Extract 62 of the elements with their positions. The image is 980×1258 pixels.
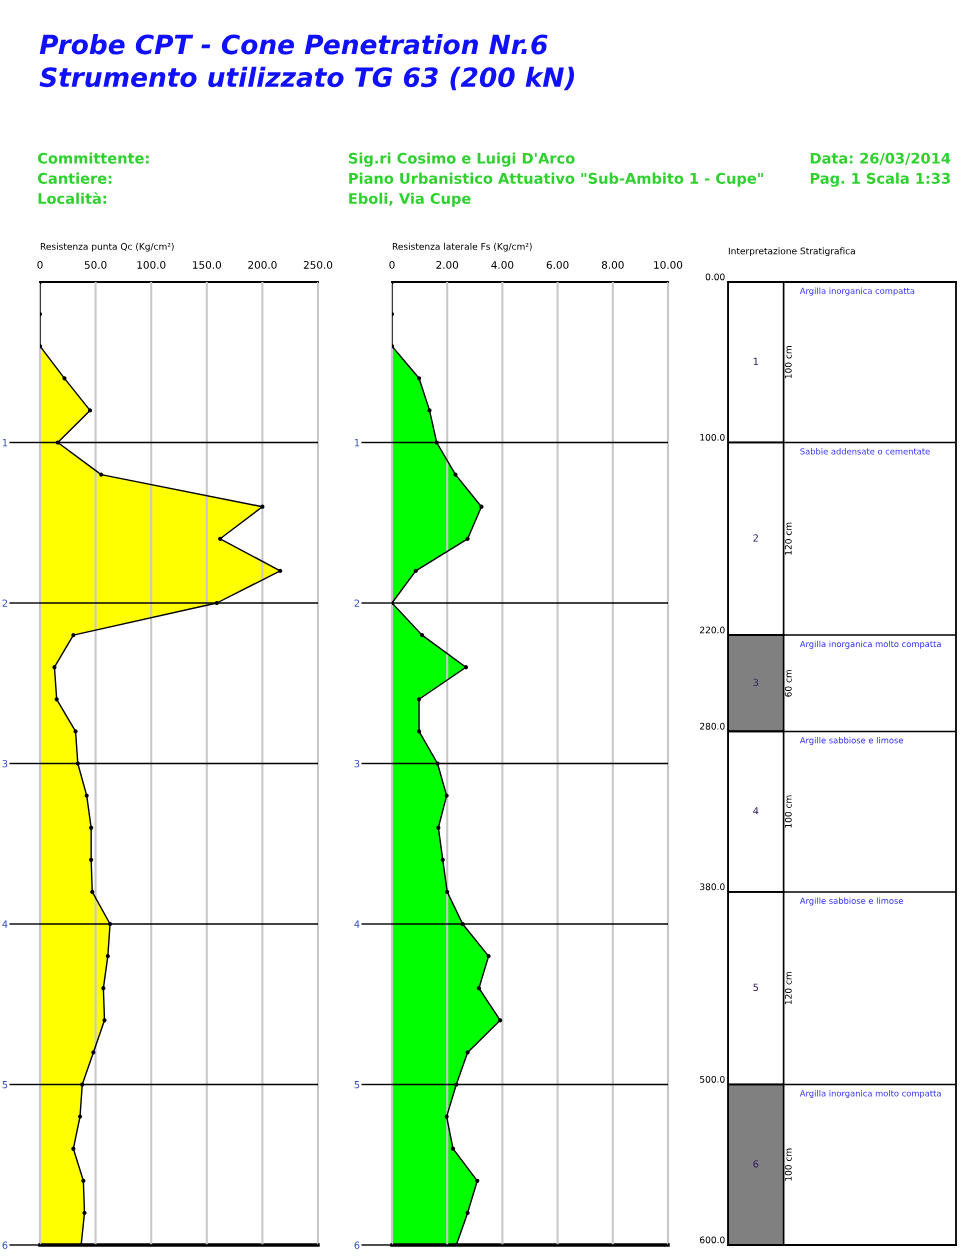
series-label: 4 [753, 807, 759, 815]
y-tick-label: 3 [2, 759, 8, 768]
data-label: 60 cm [784, 669, 792, 697]
text: Località: [38, 192, 107, 204]
text: Piano Urbanistico Attuativo "Sub-Ambito 1 - Cupe" [349, 172, 763, 187]
series-label: 1 [753, 357, 758, 365]
x-tick-label: 10.00 [654, 260, 683, 269]
chart-title: Interpretazione Stratigrafica [728, 247, 855, 257]
y-tick-label: 220.0 [700, 626, 725, 634]
x-tick-label: 4.00 [491, 260, 514, 269]
x-tick-label: 0 [389, 260, 395, 269]
text: Argille sabbiose e limose [799, 736, 904, 746]
series-label: 6 [753, 1160, 759, 1168]
series-label: 2 [753, 534, 758, 542]
text: Argilla inorganica compatta [799, 287, 915, 296]
text: Eboli, Via Cupe [349, 192, 471, 207]
text: Sabbie addensate o cementate [800, 448, 930, 455]
data-label: 120 cm [784, 522, 792, 555]
data-label: 100 cm [784, 346, 792, 379]
y-tick-label: 2 [2, 599, 8, 607]
x-tick-label: 2.00 [436, 260, 459, 269]
x-tick-label: 8.00 [601, 260, 624, 269]
y-tick-label: 4 [354, 920, 360, 928]
y-tick-label: 500.0 [700, 1075, 725, 1083]
chart-subtitle: Strumento utilizzato TG 63 (200 kN) [39, 66, 575, 91]
text: Data: 26/03/2014 [810, 152, 951, 165]
y-tick-label: 6 [354, 1241, 360, 1249]
y-tick-label: 2 [354, 599, 360, 607]
x-axis-title: Resistenza laterale Fs (Kg/cm²) [392, 242, 532, 252]
x-tick-label: 100.0 [137, 260, 166, 269]
y-tick-label: 5 [354, 1081, 360, 1089]
data-label: 120 cm [784, 972, 792, 1005]
text: Cantiere: [37, 172, 112, 184]
y-tick-label: 280.0 [700, 722, 725, 730]
y-tick-label: 6 [2, 1241, 8, 1249]
chart-title: Probe CPT - Cone Penetration Nr.6 [39, 34, 548, 55]
y-tick-label: 600.0 [700, 1236, 725, 1244]
series-label: 3 [753, 678, 759, 687]
y-tick-label: 380.0 [700, 883, 725, 891]
x-tick-label: 6.00 [546, 260, 569, 269]
data-label: 100 cm [784, 1148, 792, 1181]
text: Pag. 1 Scala 1:33 [810, 172, 950, 187]
y-tick-label: 3 [354, 759, 360, 768]
y-tick-label: 1 [2, 439, 8, 447]
x-tick-label: 50.0 [84, 260, 107, 269]
x-tick-label: 250.0 [303, 260, 333, 269]
y-tick-label: 100.0 [700, 433, 725, 441]
y-tick-label: 5 [2, 1081, 8, 1089]
data-label: 100 cm [784, 795, 792, 828]
x-axis-title: Resistenza punta Qc (Kg/cm²) [40, 242, 174, 252]
text: Committente: [37, 152, 149, 164]
x-tick-label: 0 [37, 260, 43, 269]
y-tick-label: 4 [2, 920, 8, 928]
x-tick-label: 150.0 [193, 260, 222, 269]
y-tick-label: 0.00 [705, 273, 725, 281]
text: Argilla inorganica molto compatta [799, 640, 941, 649]
series-label: 5 [753, 983, 759, 992]
text: Argilla inorganica molto compatta [799, 1090, 941, 1099]
x-tick-label: 200.0 [248, 260, 277, 269]
text: Argille sabbiose e limose [799, 897, 904, 906]
text: Sig.ri Cosimo e Luigi D'Arco [348, 152, 575, 167]
y-tick-label: 1 [354, 439, 360, 447]
